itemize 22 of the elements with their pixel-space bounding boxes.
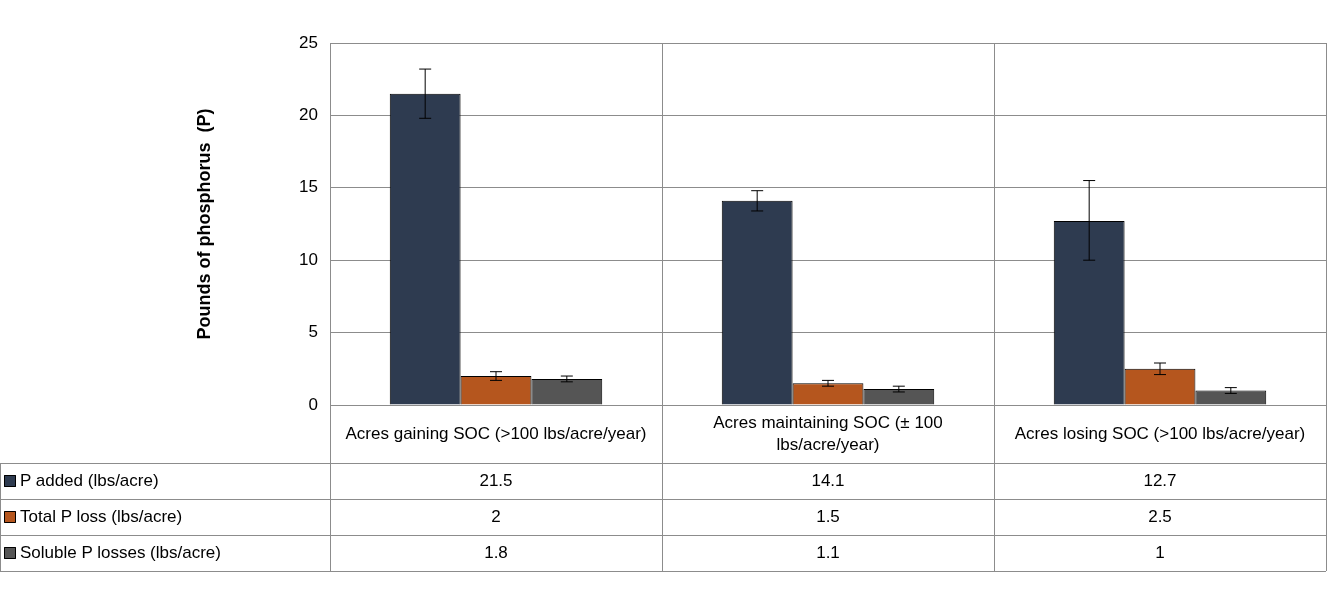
legend-label: P added (lbs/acre) (20, 470, 159, 490)
data-label: 12.7 (1143, 470, 1177, 490)
legend-label: Soluble P losses (lbs/acre) (20, 542, 221, 562)
y-tick-label: 25 (299, 32, 318, 52)
y-tick-label: 5 (308, 322, 318, 342)
data-label: 1.1 (816, 542, 840, 562)
y-tick-label: 10 (299, 249, 318, 269)
y-tick-label: 15 (299, 177, 318, 197)
data-label: 2.5 (1148, 506, 1172, 526)
y-axis-title: Pounds of phosphorus (P) (193, 108, 214, 340)
legend-label: Total P loss (lbs/acre) (20, 506, 183, 526)
data-label: 21.5 (479, 470, 513, 490)
y-tick-label: 0 (308, 394, 318, 414)
data-label: 1.8 (484, 542, 508, 562)
x-tick-label: Acres maintaining SOC (± 100 lbs/acre/year) (713, 412, 943, 454)
data-label: 14.1 (811, 470, 845, 490)
x-tick-label: Acres losing SOC (>100 lbs/acre/year) (1014, 423, 1306, 443)
data-label: 1 (1155, 542, 1165, 562)
y-tick-label: 20 (299, 105, 318, 125)
data-label: 1.5 (816, 506, 840, 526)
data-label: 2 (491, 506, 501, 526)
x-tick-label: Acres gaining SOC (>100 lbs/acre/year) (345, 423, 647, 443)
